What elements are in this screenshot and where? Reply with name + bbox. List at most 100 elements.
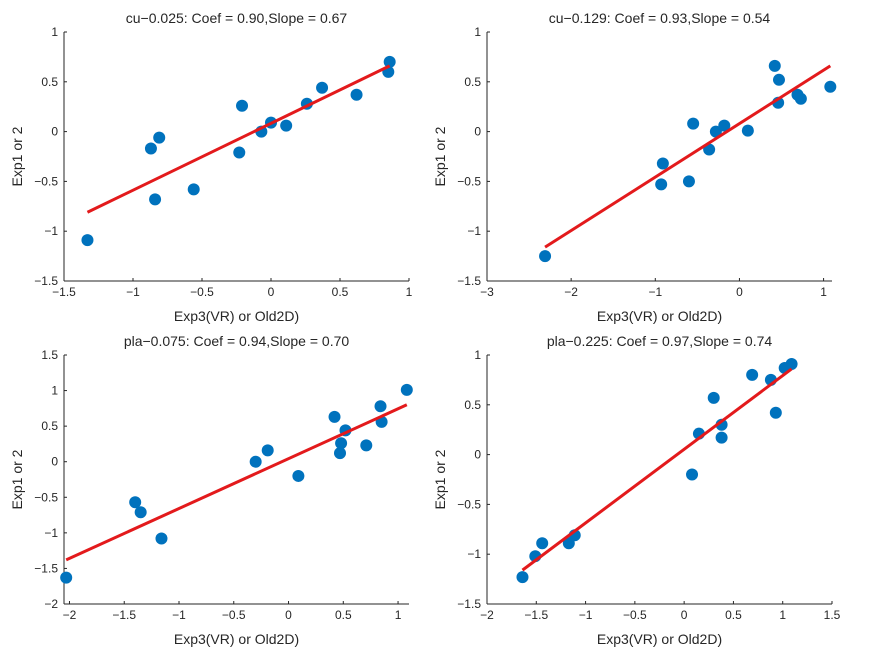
data-point	[715, 431, 728, 444]
x-tick-label: −2	[564, 285, 578, 299]
x-tick-label: 1	[395, 608, 402, 622]
data-point	[292, 469, 305, 482]
data-point	[682, 175, 695, 188]
y-tick-label: 0	[474, 448, 481, 462]
y-axis-label: Exp1 or 2	[9, 126, 25, 186]
fit-line	[86, 64, 391, 214]
subplot-3: pla−0.075: Coef = 0.94,Slope = 0.70 −2 −1.…	[9, 333, 413, 647]
x-tick-label: 0.5	[332, 285, 349, 299]
x-tick-label: −2	[480, 608, 494, 622]
subplot-2: cu−0.129: Coef = 0.93,Slope = 0.54 −3 −2 −1…	[432, 10, 837, 324]
x-tick-label: −1.5	[52, 285, 76, 299]
data-point	[187, 183, 200, 196]
y-tick-label: −0.5	[34, 174, 58, 188]
data-point	[134, 506, 147, 519]
data-point	[153, 131, 166, 144]
data-point	[334, 447, 346, 460]
y-tick-label: 1	[51, 25, 58, 39]
y-tick-label: 0.5	[464, 75, 481, 89]
x-tick-label: −0.5	[222, 608, 246, 622]
data-point	[316, 81, 329, 94]
y-axis-label: Exp1 or 2	[9, 449, 25, 509]
data-point	[360, 439, 373, 452]
x-tick-label: −0.5	[623, 608, 647, 622]
x-tick-label: 1	[406, 285, 413, 299]
data-point	[280, 119, 293, 132]
y-tick-label: 1	[51, 384, 58, 398]
data-point	[236, 99, 249, 112]
data-point	[149, 193, 162, 206]
data-point	[383, 55, 396, 68]
y-tick-label: −1.5	[34, 561, 58, 575]
x-axis-label: Exp3(VR) or Old2D)	[597, 308, 722, 324]
y-tick-label: −1	[467, 547, 481, 561]
data-point	[687, 117, 700, 130]
data-point	[772, 73, 785, 86]
data-point	[144, 142, 157, 155]
y-tick-label: −1.5	[457, 597, 481, 611]
x-tick-label: −1	[126, 285, 140, 299]
x-tick-label: 0	[736, 285, 743, 299]
data-point	[400, 383, 413, 396]
y-tick-label: 0.5	[41, 419, 58, 433]
y-tick-label: 0.5	[464, 398, 481, 412]
chart-title: cu−0.129: Coef = 0.93,Slope = 0.54	[549, 10, 771, 26]
x-tick-label: −1	[648, 285, 662, 299]
y-tick-label: −1.5	[34, 274, 58, 288]
chart-title: pla−0.225: Coef = 0.97,Slope = 0.74	[547, 333, 773, 349]
y-tick-label: 1	[474, 25, 481, 39]
subplot-4: pla−0.225: Coef = 0.97,Slope = 0.74−2 −1.…	[432, 333, 841, 647]
data-point	[794, 92, 807, 105]
fit-line	[544, 64, 832, 249]
data-point	[233, 146, 246, 159]
data-point	[686, 468, 699, 481]
data-point	[328, 410, 341, 423]
x-tick-label: 0	[285, 608, 292, 622]
x-tick-label: 1.5	[824, 608, 841, 622]
data-point	[60, 571, 73, 584]
y-tick-label: 1.5	[41, 348, 58, 362]
y-tick-label: 0.5	[41, 75, 58, 89]
y-tick-label: −0.5	[34, 490, 58, 504]
x-tick-label: −2	[63, 608, 77, 622]
data-point	[539, 250, 552, 263]
x-tick-label: −1.5	[524, 608, 548, 622]
y-tick-label: −2	[44, 597, 58, 611]
y-axis-label: Exp1 or 2	[432, 126, 448, 186]
x-axis-label: Exp3(VR) or Old2D)	[174, 308, 299, 324]
data-point	[707, 391, 720, 404]
data-point	[785, 357, 798, 370]
data-point	[769, 406, 782, 419]
x-tick-label: 1	[779, 608, 786, 622]
y-tick-label: −1	[44, 224, 58, 238]
data-point	[824, 80, 837, 93]
data-point	[656, 157, 669, 170]
y-tick-label: −0.5	[457, 497, 481, 511]
fit-line	[521, 367, 793, 572]
data-point	[155, 532, 168, 545]
data-point	[718, 119, 731, 132]
y-tick-label: 0	[51, 455, 58, 469]
data-point	[746, 368, 759, 381]
y-tick-label: 0	[474, 125, 481, 139]
data-point	[261, 444, 274, 457]
x-tick-label: 1	[820, 285, 827, 299]
fit-line	[65, 403, 408, 562]
y-tick-label: −1	[467, 224, 481, 238]
data-point	[741, 124, 754, 137]
data-point	[350, 88, 363, 101]
data-point	[516, 571, 529, 584]
chart-title: pla−0.075: Coef = 0.94,Slope = 0.70	[124, 333, 350, 349]
y-tick-label: 0	[51, 125, 58, 139]
x-tick-label: 0	[681, 608, 688, 622]
y-tick-label: −1.5	[457, 274, 481, 288]
y-axis-label: Exp1 or 2	[432, 449, 448, 509]
x-tick-label: −1	[172, 608, 186, 622]
x-tick-label: −0.5	[190, 285, 214, 299]
x-tick-label: −3	[480, 285, 494, 299]
data-point	[249, 455, 262, 468]
data-point	[655, 178, 668, 191]
chart-title: cu−0.025: Coef = 0.90,Slope = 0.67	[126, 10, 348, 26]
